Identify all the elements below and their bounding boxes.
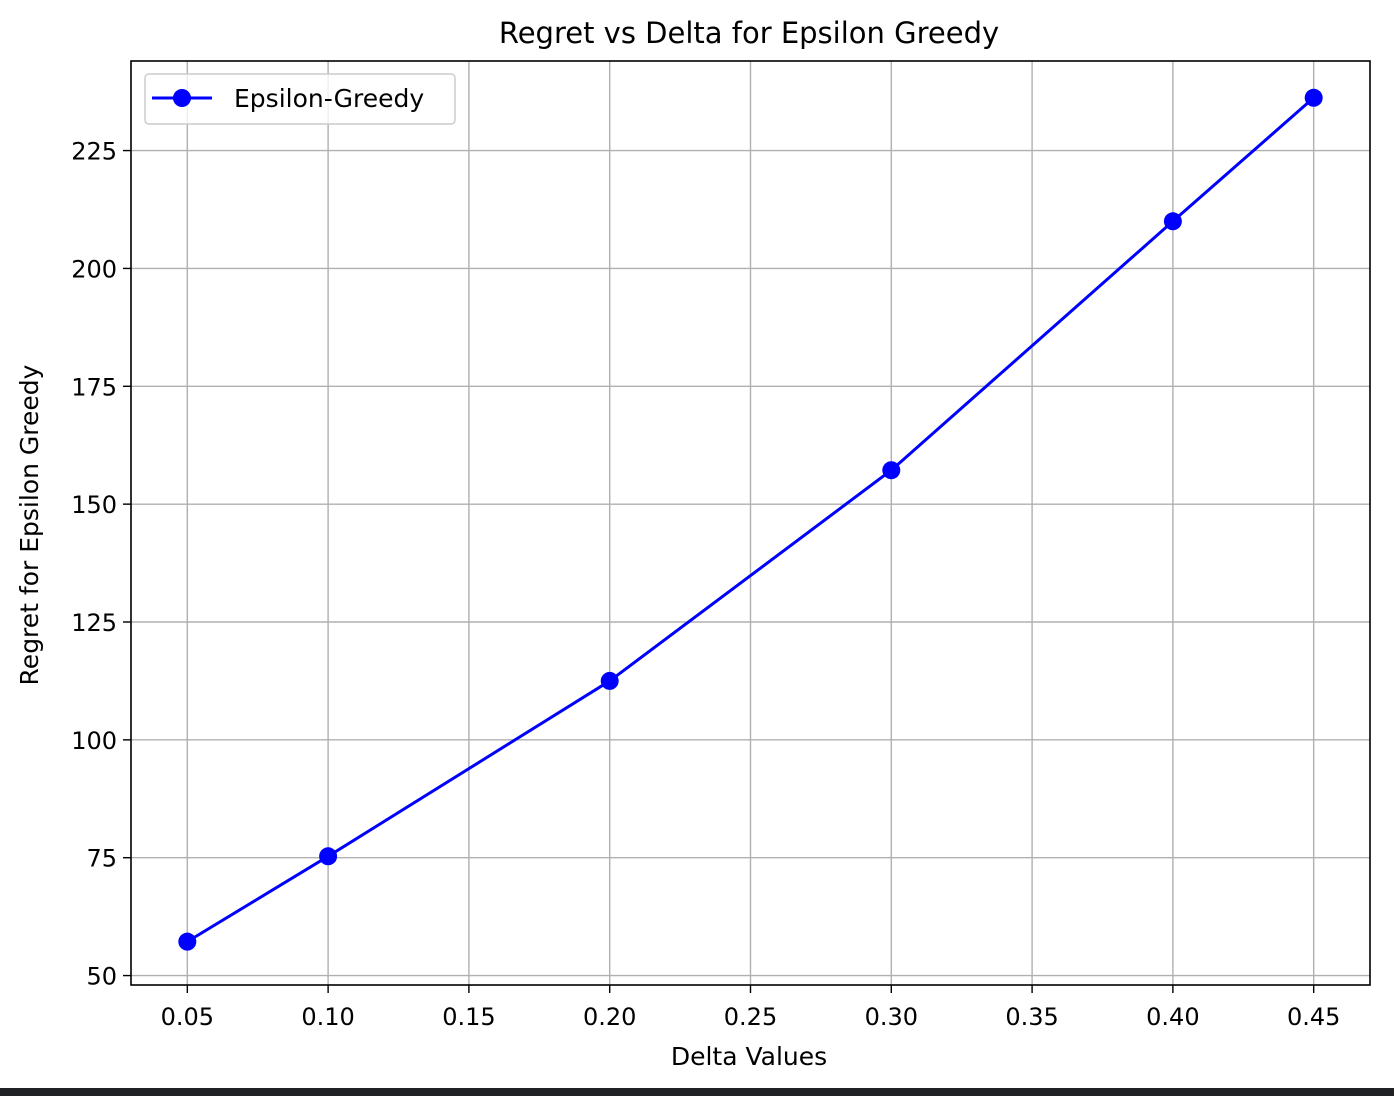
x-tick-label: 0.30	[865, 1003, 918, 1031]
y-tick-label: 200	[71, 255, 117, 283]
y-tick-label: 175	[71, 373, 117, 401]
series-line	[186, 96, 1315, 943]
x-tick-label: 0.25	[724, 1003, 777, 1031]
y-tick-label: 100	[71, 727, 117, 755]
y-tick-label: 225	[71, 138, 117, 166]
x-tick-label: 0.20	[583, 1003, 636, 1031]
y-tick-label: 75	[86, 845, 117, 873]
grid-lines	[131, 61, 1370, 985]
legend-marker-icon	[173, 89, 191, 107]
x-tick-label: 0.10	[301, 1003, 354, 1031]
x-tick-label: 0.40	[1146, 1003, 1199, 1031]
x-tick-label: 0.35	[1005, 1003, 1058, 1031]
x-axis-label: Delta Values	[671, 1042, 827, 1071]
x-tick-label: 0.15	[442, 1003, 495, 1031]
axis-ticks: 0.05 0.10 0.15 0.20 0.25 0.30 0.35 0.40 0.45 50 75…	[71, 138, 1340, 1031]
data-point-marker	[319, 847, 338, 866]
y-axis-label: Regret for Epsilon Greedy	[15, 364, 44, 685]
data-point-marker	[600, 671, 619, 690]
data-point-marker	[178, 932, 197, 951]
data-point-marker	[882, 461, 901, 480]
data-point-marker	[1163, 212, 1182, 231]
legend-box	[144, 73, 456, 125]
y-tick-label: 150	[71, 491, 117, 519]
chart-title: Regret vs Delta for Epsilon Greedy	[499, 16, 999, 50]
y-tick-label: 125	[71, 609, 117, 637]
legend: Epsilon-Greedy	[144, 73, 456, 125]
legend-entry-label: Epsilon-Greedy	[234, 84, 424, 113]
x-tick-label: 0.05	[161, 1003, 214, 1031]
data-point-marker	[1304, 88, 1323, 107]
x-tick-label: 0.45	[1287, 1003, 1340, 1031]
window-bottom-border	[0, 1088, 1394, 1096]
series-layer	[178, 88, 1323, 951]
y-tick-label: 50	[86, 963, 117, 991]
